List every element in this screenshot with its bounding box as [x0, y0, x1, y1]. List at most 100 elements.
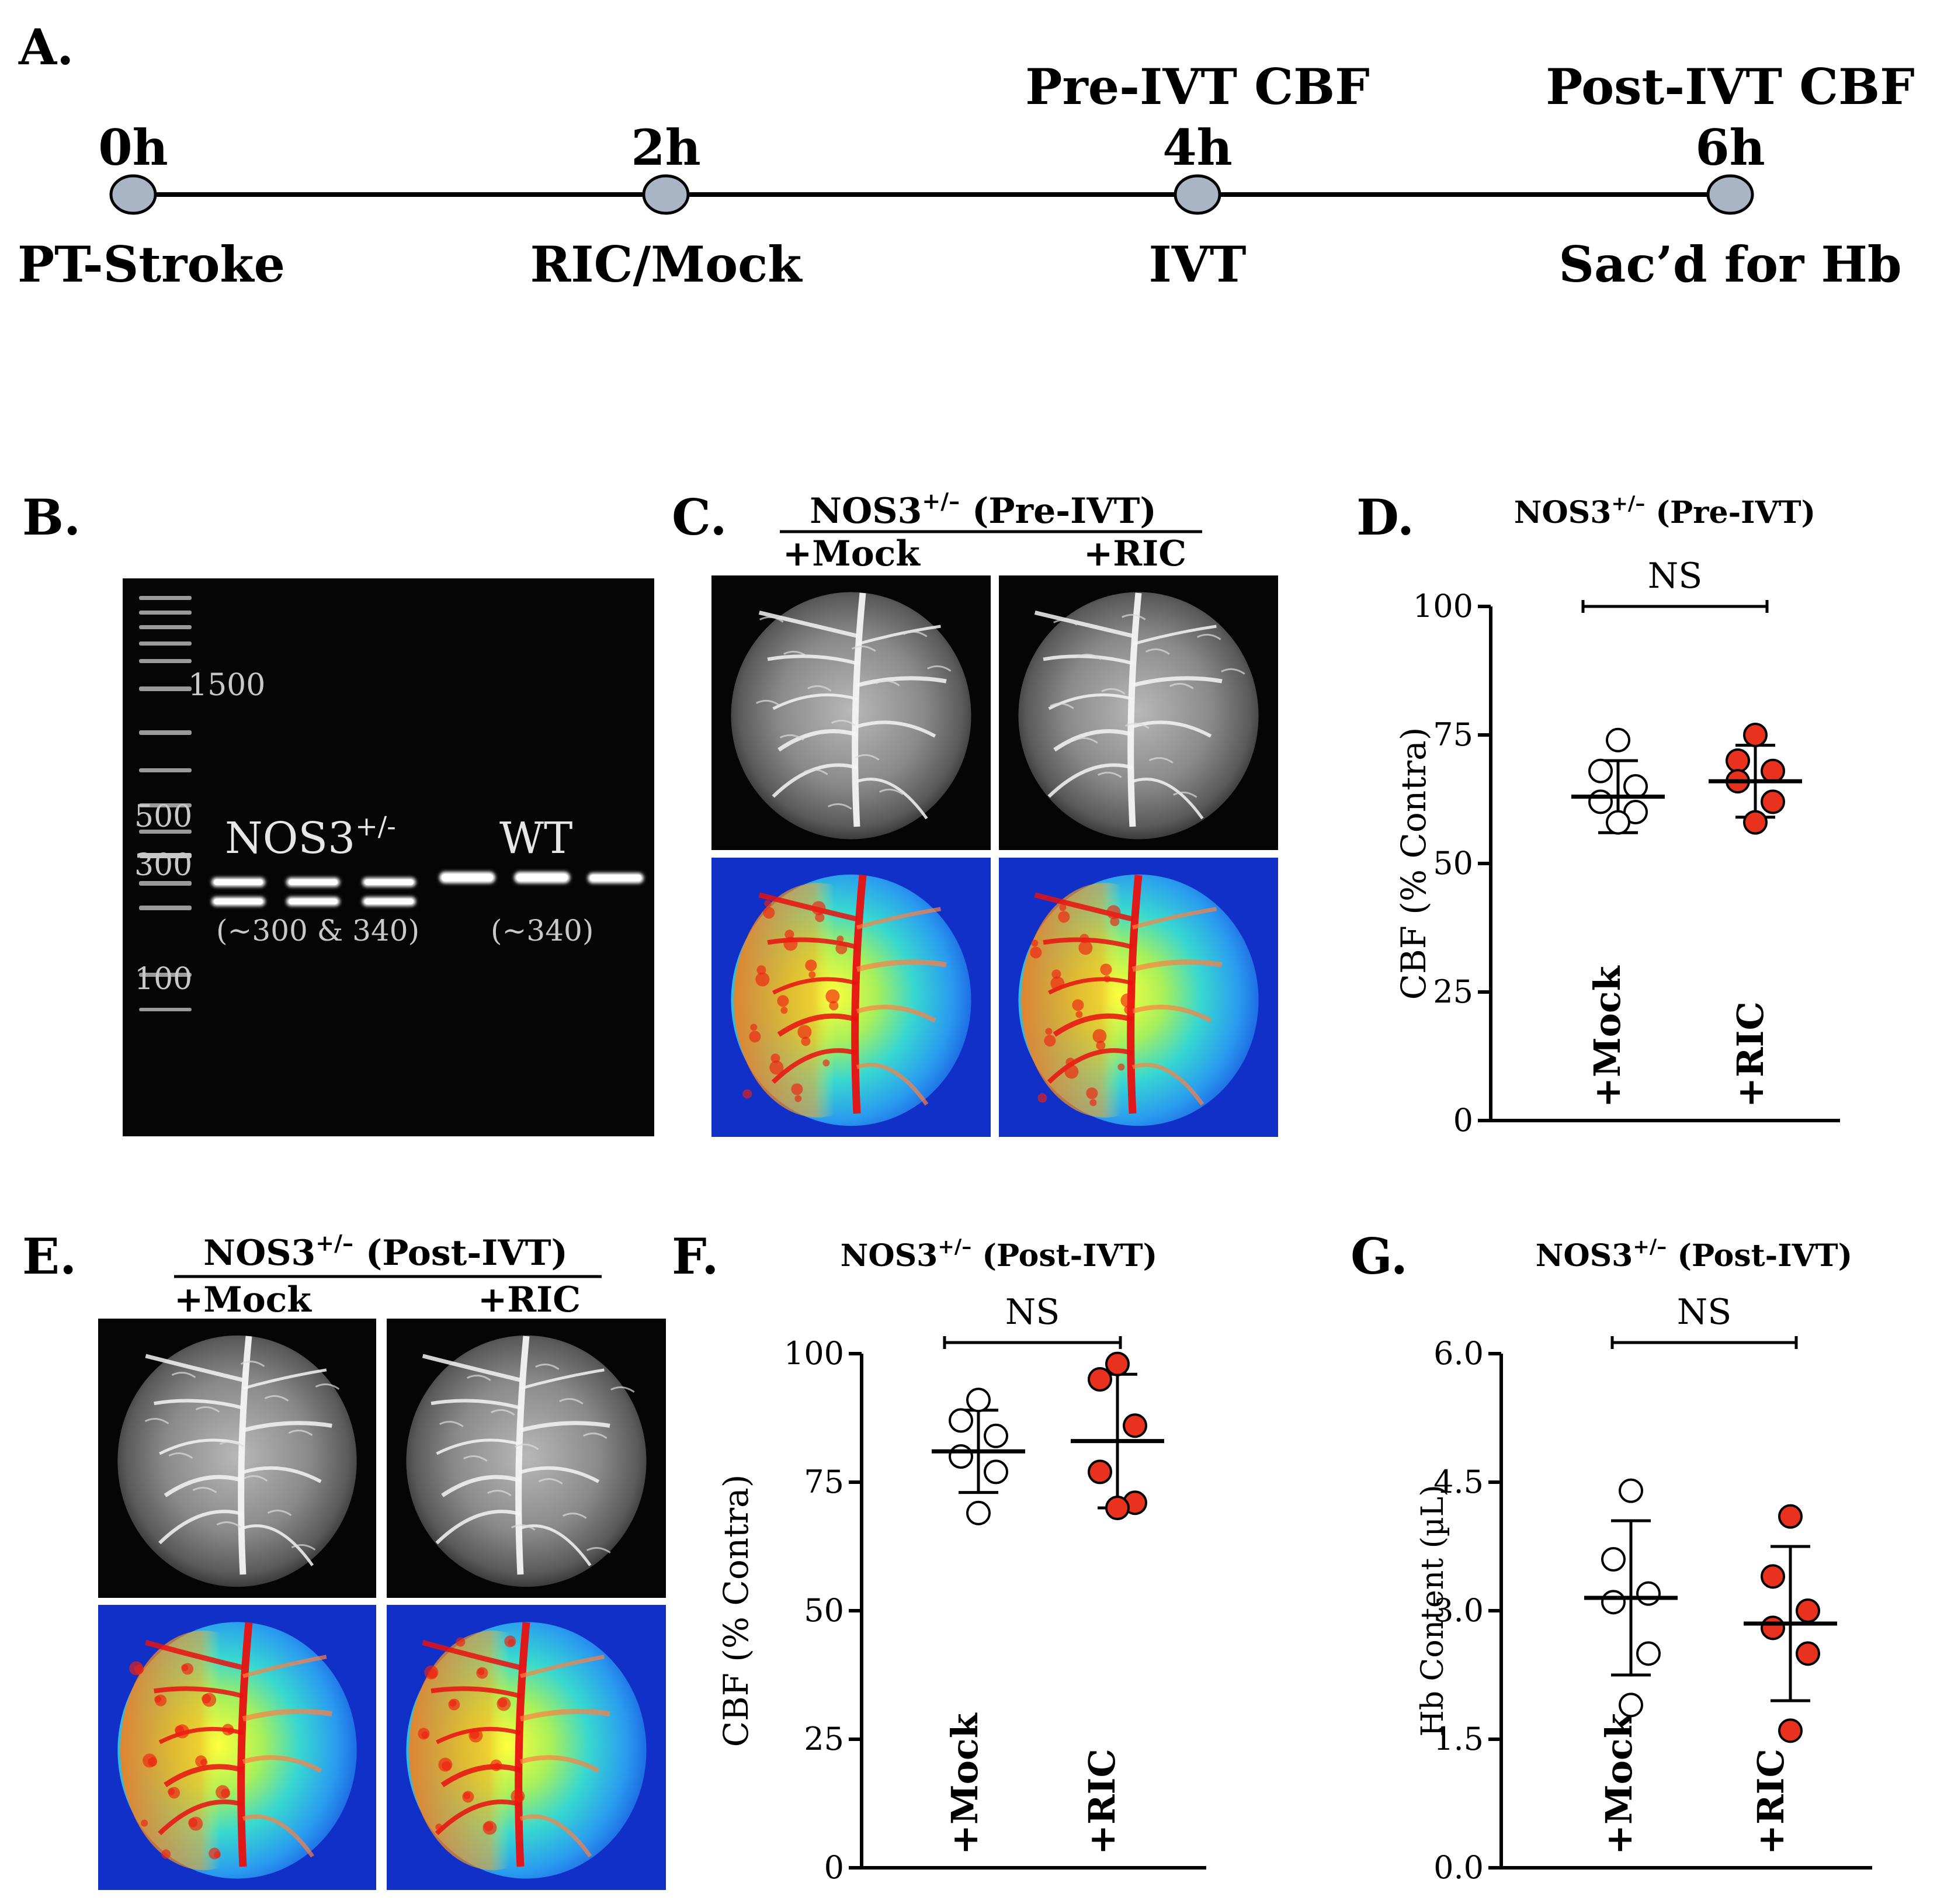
- data-point: [966, 1388, 991, 1413]
- data-point: [1088, 1367, 1112, 1392]
- y-tick-label: 3.0: [1433, 1592, 1484, 1629]
- ladder-label-100: 100: [134, 962, 192, 997]
- chart-d: D. NOS3+/– (Pre-IVT) 0 25 50 75 100 CBF (% Cont…: [1356, 488, 1840, 1139]
- y-tick-label: 1.5: [1433, 1721, 1484, 1757]
- c-ric-gray-image: [999, 575, 1278, 850]
- y-tick-label: 25: [804, 1721, 844, 1757]
- timeline-measure-3: Post-IVT CBF: [1546, 58, 1915, 116]
- data-point: [1743, 810, 1768, 835]
- timeline-event-0: PT-Stroke: [18, 235, 285, 293]
- panel-c-title: NOS3+/– (Pre-IVT): [810, 488, 1157, 532]
- timeline-node-1: [642, 174, 690, 215]
- chart-title: NOS3+/– (Post-IVT): [841, 1235, 1157, 1274]
- data-point: [1743, 723, 1768, 747]
- e-mock-color-image: [98, 1605, 376, 1890]
- gel-image: [123, 578, 654, 1136]
- chart-f: F. NOS3+/– (Post-IVT) 0 25 50 75 100 CBF (% Con…: [672, 1227, 1206, 1886]
- significance-label: NS: [1005, 1292, 1060, 1333]
- data-point: [984, 1459, 1008, 1485]
- y-tick-label: 50: [1433, 845, 1473, 882]
- data-point: [1601, 1590, 1626, 1615]
- timeline-time-0: 0h: [98, 119, 168, 176]
- timeline-time-3: 6h: [1695, 119, 1765, 176]
- data-point: [1623, 774, 1648, 799]
- e-ric-gray-image: [387, 1319, 666, 1598]
- het-genotype-label: NOS3+/-: [225, 810, 396, 863]
- data-point: [1636, 1641, 1661, 1666]
- timeline-measure-2: Pre-IVT CBF: [1025, 58, 1369, 116]
- timeline-time-1: 2h: [631, 119, 701, 176]
- data-point: [1588, 789, 1613, 814]
- panel-e-left-label: +Mock: [174, 1279, 312, 1320]
- y-axis-label: CBF (% Contra): [716, 1475, 756, 1747]
- y-axis-label: CBF (% Contra): [1394, 727, 1433, 1000]
- y-axis-label: Hb Content (µL): [1415, 1485, 1450, 1736]
- timeline: A. 0h PT-Stroke 2h RIC/Mock 4h IVT Pre-IVT CBF…: [18, 18, 1915, 293]
- chart-title: NOS3+/– (Pre-IVT): [1514, 492, 1815, 530]
- ladder-label-500: 500: [134, 799, 192, 834]
- data-point: [966, 1500, 991, 1525]
- panel-label-b: B.: [22, 488, 81, 546]
- y-tick-label: 75: [1433, 716, 1473, 753]
- e-ric-color-image: [387, 1605, 666, 1890]
- panel-label-g: G.: [1351, 1227, 1408, 1285]
- y-tick-label: 0: [1453, 1102, 1473, 1139]
- panel-label-d: D.: [1356, 488, 1414, 546]
- het-bands-core: [214, 879, 414, 904]
- data-point: [1761, 758, 1785, 783]
- y-tick-label: 4.5: [1433, 1463, 1484, 1500]
- y-tick-label: 25: [1433, 973, 1473, 1010]
- timeline-node-3: [1706, 174, 1754, 215]
- ladder-label-300: 300: [134, 848, 192, 883]
- c-ric-color-image: [999, 858, 1278, 1137]
- x-category-label: +RIC: [1749, 1749, 1792, 1855]
- ladder-label-1500: 1500: [188, 668, 265, 703]
- data-point: [1778, 1718, 1803, 1743]
- data-point: [1601, 1547, 1626, 1572]
- timeline-node-2: [1174, 174, 1221, 215]
- timeline-event-2: IVT: [1149, 235, 1247, 293]
- chart-title: NOS3+/– (Post-IVT): [1536, 1235, 1852, 1274]
- wt-band-size: (~340): [491, 914, 593, 948]
- data-point: [1726, 748, 1750, 773]
- x-category-label: +Mock: [943, 1712, 986, 1855]
- data-point: [1619, 1478, 1643, 1503]
- data-point: [1088, 1459, 1112, 1485]
- data-point: [1761, 789, 1785, 814]
- y-tick-label: 100: [1413, 588, 1473, 625]
- data-point: [1606, 727, 1630, 752]
- y-tick-label: 0: [824, 1849, 844, 1886]
- timeline-event-1: RIC/Mock: [530, 235, 803, 293]
- timeline-event-3: Sac’d for Hb: [1558, 235, 1901, 293]
- data-point: [1123, 1413, 1147, 1438]
- panel-e-title: NOS3+/– (Post-IVT): [203, 1230, 568, 1274]
- het-band-size: (~300 & 340): [216, 914, 419, 948]
- chart-g: G. NOS3+/– (Post-IVT) 0.0 1.5 3.0 4.5 6.0 Hb Co…: [1351, 1227, 1872, 1886]
- data-point: [1606, 810, 1630, 835]
- y-tick-label: 75: [804, 1463, 844, 1500]
- data-point: [1636, 1581, 1661, 1606]
- y-tick-label: 0.0: [1433, 1849, 1484, 1886]
- data-point: [984, 1423, 1008, 1448]
- data-point: [1105, 1351, 1130, 1376]
- timeline-node-0: [109, 174, 157, 215]
- panel-e-right-label: +RIC: [478, 1279, 581, 1320]
- y-tick-label: 100: [784, 1335, 844, 1372]
- data-point: [949, 1408, 973, 1433]
- significance-label: NS: [1677, 1292, 1732, 1333]
- data-point: [1796, 1598, 1820, 1623]
- x-category-label: +RIC: [1729, 1001, 1772, 1108]
- y-tick-label: 50: [804, 1592, 844, 1629]
- x-category-label: +Mock: [1598, 1712, 1640, 1855]
- data-point: [1588, 758, 1613, 783]
- data-point: [949, 1444, 973, 1469]
- panel-c-right-label: +RIC: [1084, 533, 1186, 574]
- data-point: [1105, 1496, 1130, 1520]
- panel-label-a: A.: [18, 18, 74, 76]
- panel-label-f: F.: [672, 1227, 718, 1285]
- c-mock-gray-image: [711, 575, 991, 850]
- panel-label-e: E.: [22, 1227, 77, 1285]
- x-category-label: +RIC: [1081, 1749, 1123, 1855]
- y-tick-label: 6.0: [1433, 1335, 1484, 1372]
- c-mock-color-image: [711, 858, 991, 1137]
